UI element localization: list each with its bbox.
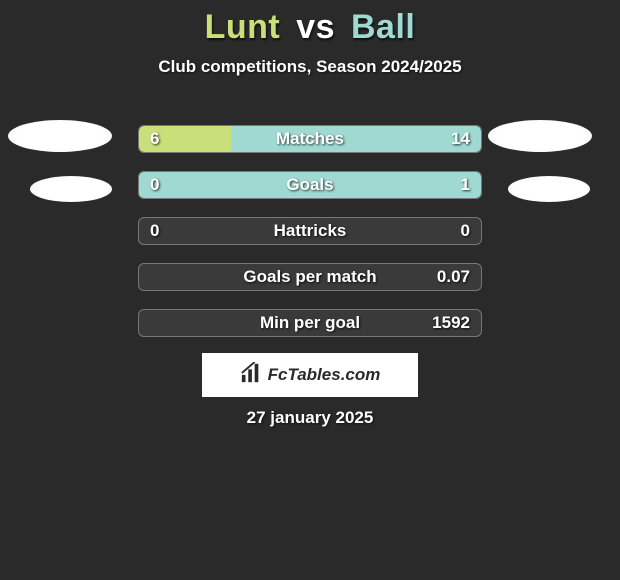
player2-name: Ball: [351, 8, 415, 46]
stat-row-goals-per-match: Goals per match 0.07: [138, 263, 482, 291]
player1-name: Lunt: [205, 8, 281, 46]
page-title: Lunt vs Ball: [0, 0, 620, 47]
watermark-text: FcTables.com: [268, 365, 381, 385]
bar-chart-icon: [240, 362, 268, 389]
bar-track: [138, 309, 482, 337]
stat-row-min-per-goal: Min per goal 1592: [138, 309, 482, 337]
bar-track: [138, 171, 482, 199]
watermark: FcTables.com: [202, 353, 418, 397]
stats-block: 6 Matches 14 0 Goals 1 0 Hattricks 0: [0, 125, 620, 355]
date-text: 27 january 2025: [0, 408, 620, 428]
stat-row-hattricks: 0 Hattricks 0: [138, 217, 482, 245]
bar-right: [231, 126, 481, 152]
vs-text: vs: [296, 8, 335, 46]
bar-left: [139, 126, 231, 152]
comparison-card: Lunt vs Ball Club competitions, Season 2…: [0, 0, 620, 580]
bar-track: [138, 125, 482, 153]
bar-right: [139, 172, 481, 198]
stat-row-matches: 6 Matches 14: [138, 125, 482, 153]
bar-track: [138, 217, 482, 245]
bar-track: [138, 263, 482, 291]
stat-row-goals: 0 Goals 1: [138, 171, 482, 199]
subtitle: Club competitions, Season 2024/2025: [0, 57, 620, 77]
